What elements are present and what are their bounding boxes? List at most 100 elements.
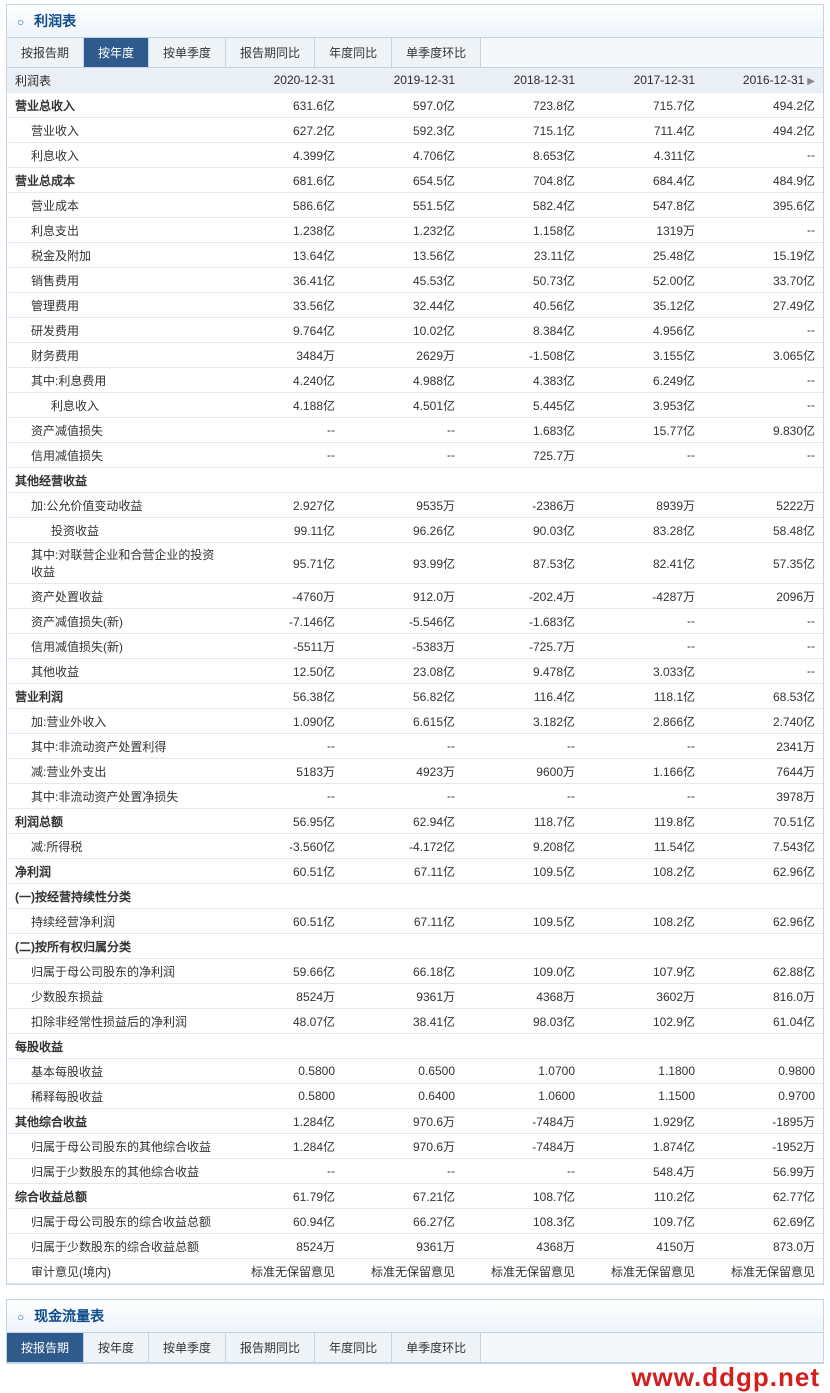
cell: 0.9700	[703, 1084, 823, 1109]
row-label: 研发费用	[7, 318, 223, 343]
tab-4[interactable]: 年度同比	[315, 1333, 392, 1362]
cell: 4150万	[583, 1234, 703, 1259]
row-label: 归属于母公司股东的净利润	[7, 959, 223, 984]
cell: 67.11亿	[343, 859, 463, 884]
table-row: 综合收益总额61.79亿67.21亿108.7亿110.2亿62.77亿	[7, 1184, 823, 1209]
cell: 4.706亿	[343, 143, 463, 168]
cell: -4.172亿	[343, 834, 463, 859]
tab-2[interactable]: 按单季度	[149, 38, 226, 67]
cell: --	[703, 368, 823, 393]
cell: 27.49亿	[703, 293, 823, 318]
row-label: 其中:利息费用	[7, 368, 223, 393]
cell: 9.478亿	[463, 659, 583, 684]
tab-3[interactable]: 报告期同比	[226, 1333, 315, 1362]
cell: 109.0亿	[463, 959, 583, 984]
cell	[703, 468, 823, 493]
cell: --	[463, 1159, 583, 1184]
tab-1[interactable]: 按年度	[84, 1333, 149, 1362]
table-row: 持续经营净利润60.51亿67.11亿109.5亿108.2亿62.96亿	[7, 909, 823, 934]
cell: 1.284亿	[223, 1109, 343, 1134]
cell: 715.1亿	[463, 118, 583, 143]
cell: 60.94亿	[223, 1209, 343, 1234]
table-row: 归属于少数股东的综合收益总额8524万9361万4368万4150万873.0万	[7, 1234, 823, 1259]
cell: 36.41亿	[223, 268, 343, 293]
header-rowhead: 利润表	[7, 68, 223, 93]
cell: 631.6亿	[223, 93, 343, 118]
row-label: 减:所得税	[7, 834, 223, 859]
cell: 1.929亿	[583, 1109, 703, 1134]
tab-5[interactable]: 单季度环比	[392, 1333, 481, 1362]
cell: 108.3亿	[463, 1209, 583, 1234]
tab-4[interactable]: 年度同比	[315, 38, 392, 67]
tab-0[interactable]: 按报告期	[7, 38, 84, 67]
cell: 6.249亿	[583, 368, 703, 393]
cell: --	[223, 443, 343, 468]
cell: 13.64亿	[223, 243, 343, 268]
cell: --	[463, 784, 583, 809]
cell: -5383万	[343, 634, 463, 659]
table-row: 审计意见(境内)标准无保留意见标准无保留意见标准无保留意见标准无保留意见标准无保…	[7, 1259, 823, 1284]
cell: 108.2亿	[583, 909, 703, 934]
row-label: 归属于少数股东的综合收益总额	[7, 1234, 223, 1259]
cell: 816.0万	[703, 984, 823, 1009]
cell: 4368万	[463, 984, 583, 1009]
row-label: 利息支出	[7, 218, 223, 243]
row-label: 资产减值损失(新)	[7, 609, 223, 634]
cell: 9.764亿	[223, 318, 343, 343]
tab-1[interactable]: 按年度	[84, 38, 149, 67]
table-row: 归属于母公司股东的综合收益总额60.94亿66.27亿108.3亿109.7亿6…	[7, 1209, 823, 1234]
cell: 61.79亿	[223, 1184, 343, 1209]
cell: 4.188亿	[223, 393, 343, 418]
income-body: 营业总收入631.6亿597.0亿723.8亿715.7亿494.2亿营业收入6…	[7, 93, 823, 1284]
row-label: 稀释每股收益	[7, 1084, 223, 1109]
row-label: 投资收益	[7, 518, 223, 543]
cell	[223, 934, 343, 959]
cell: 93.99亿	[343, 543, 463, 584]
table-row: 利润总额56.95亿62.94亿118.7亿119.8亿70.51亿	[7, 809, 823, 834]
cell: 66.27亿	[343, 1209, 463, 1234]
cell: 8524万	[223, 1234, 343, 1259]
cell: --	[343, 1159, 463, 1184]
row-label: 归属于母公司股东的其他综合收益	[7, 1134, 223, 1159]
cell: 50.73亿	[463, 268, 583, 293]
cell: 1.874亿	[583, 1134, 703, 1159]
cell: 40.56亿	[463, 293, 583, 318]
cell: --	[583, 784, 703, 809]
cell: --	[703, 609, 823, 634]
table-row: 营业总收入631.6亿597.0亿723.8亿715.7亿494.2亿	[7, 93, 823, 118]
cell: 4.240亿	[223, 368, 343, 393]
table-row: 其中:利息费用4.240亿4.988亿4.383亿6.249亿--	[7, 368, 823, 393]
row-label: 营业总成本	[7, 168, 223, 193]
table-row: 每股收益	[7, 1034, 823, 1059]
tab-0[interactable]: 按报告期	[7, 1333, 84, 1362]
row-label: 综合收益总额	[7, 1184, 223, 1209]
header-col-2: 2018-12-31	[463, 68, 583, 93]
income-title-bar: ○ 利润表	[7, 5, 823, 38]
cell: 912.0万	[343, 584, 463, 609]
tab-3[interactable]: 报告期同比	[226, 38, 315, 67]
cell: 87.53亿	[463, 543, 583, 584]
cell: 58.48亿	[703, 518, 823, 543]
cell: 395.6亿	[703, 193, 823, 218]
cell: --	[703, 218, 823, 243]
cell: 109.5亿	[463, 859, 583, 884]
cell	[583, 1034, 703, 1059]
row-label: (一)按经营持续性分类	[7, 884, 223, 909]
cell: 82.41亿	[583, 543, 703, 584]
income-table: 利润表2020-12-312019-12-312018-12-312017-12…	[7, 68, 823, 1284]
cell: 3.155亿	[583, 343, 703, 368]
scroll-right-icon[interactable]: ▶	[804, 76, 815, 87]
table-row: 销售费用36.41亿45.53亿50.73亿52.00亿33.70亿	[7, 268, 823, 293]
row-label: 其他收益	[7, 659, 223, 684]
tab-5[interactable]: 单季度环比	[392, 38, 481, 67]
table-row: 少数股东损益8524万9361万4368万3602万816.0万	[7, 984, 823, 1009]
cell: 8524万	[223, 984, 343, 1009]
table-row: 其他收益12.50亿23.08亿9.478亿3.033亿--	[7, 659, 823, 684]
row-label: 基本每股收益	[7, 1059, 223, 1084]
cell: 704.8亿	[463, 168, 583, 193]
cell: 723.8亿	[463, 93, 583, 118]
cell: 118.7亿	[463, 809, 583, 834]
tab-2[interactable]: 按单季度	[149, 1333, 226, 1362]
cell: 109.7亿	[583, 1209, 703, 1234]
cell: 62.96亿	[703, 859, 823, 884]
